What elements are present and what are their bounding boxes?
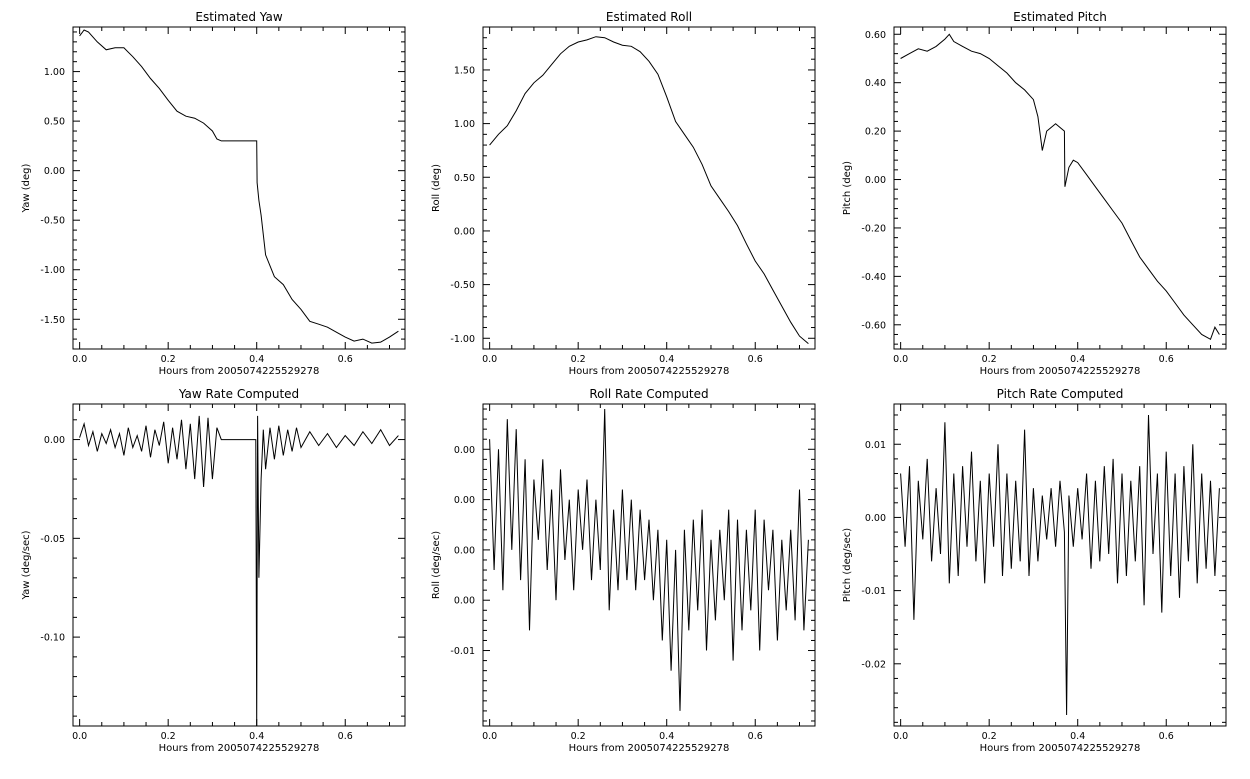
y-tick-label: 0.00 xyxy=(454,495,475,506)
y-axis-label: Yaw (deg/sec) xyxy=(21,530,32,600)
x-tick-label: 0.6 xyxy=(338,731,353,742)
series-line xyxy=(79,415,399,727)
x-tick-label: 0.6 xyxy=(1159,354,1174,365)
y-tick-label: 0.00 xyxy=(454,545,475,556)
y-tick-label: 0.00 xyxy=(44,166,65,177)
y-tick-label: -0.60 xyxy=(861,320,886,331)
plot-frame xyxy=(482,403,816,727)
chart-3: Yaw Rate Computed 0.0 0.2 0.4 0.6 0.00 -0.05 -0… xyxy=(21,387,406,754)
x-tick-label: 0.6 xyxy=(748,354,763,365)
y-tick-label: -0.10 xyxy=(40,633,65,644)
x-tick-label: 0.4 xyxy=(659,354,674,365)
series-line xyxy=(79,29,399,344)
y-axis-label: Pitch (deg) xyxy=(842,161,853,215)
chart-title: Estimated Yaw xyxy=(195,10,282,24)
y-axis-label: Yaw (deg) xyxy=(21,163,32,213)
y-tick-label: 1.00 xyxy=(44,67,65,78)
y-tick-label: -0.50 xyxy=(40,216,65,227)
y-tick-label: -1.50 xyxy=(40,315,65,326)
y-tick-label: -1.00 xyxy=(40,265,65,276)
x-tick-label: 0.6 xyxy=(1159,731,1174,742)
x-tick-label: 0.0 xyxy=(72,354,87,365)
chart-title: Pitch Rate Computed xyxy=(997,387,1124,401)
x-tick-label: 0.2 xyxy=(982,354,997,365)
y-tick-label: -1.00 xyxy=(450,334,475,345)
series-line xyxy=(489,408,809,711)
x-axis-label: Hours from 2005074225529278 xyxy=(159,366,320,377)
x-tick-label: 0.4 xyxy=(1070,731,1085,742)
y-tick-label: 0.00 xyxy=(865,175,886,186)
y-tick-label: 0.50 xyxy=(44,117,65,128)
series-line xyxy=(900,33,1220,341)
y-tick-label: 0.00 xyxy=(44,435,65,446)
y-tick-label: -0.20 xyxy=(861,223,886,234)
y-tick-label: -0.05 xyxy=(40,534,65,545)
x-tick-label: 0.2 xyxy=(982,731,997,742)
y-tick-label: 0.20 xyxy=(865,127,886,138)
x-tick-label: 0.2 xyxy=(161,731,176,742)
plot-frame xyxy=(893,403,1227,727)
y-axis-label: Roll (deg/sec) xyxy=(431,531,442,599)
y-tick-label: 1.50 xyxy=(454,65,475,76)
x-tick-label: 0.6 xyxy=(748,731,763,742)
x-tick-label: 0.2 xyxy=(571,354,586,365)
x-axis-label: Hours from 2005074225529278 xyxy=(569,366,730,377)
y-tick-label: 0.00 xyxy=(865,513,886,524)
y-tick-label: -0.40 xyxy=(861,272,886,283)
chart-0: Estimated Yaw 0.0 0.2 0.4 0.6 1.00 0.50 0.00 -0.… xyxy=(21,10,406,377)
y-tick-label: -0.01 xyxy=(861,586,886,597)
plot-frame xyxy=(482,26,816,350)
series-line xyxy=(900,414,1220,716)
x-tick-label: 0.4 xyxy=(249,731,264,742)
chart-2: Estimated Pitch 0.0 0.2 0.4 0.6 0.60 0.40 0.20 0… xyxy=(842,10,1227,377)
y-tick-label: 0.00 xyxy=(454,445,475,456)
chart-title: Yaw Rate Computed xyxy=(178,387,299,401)
x-tick-label: 0.4 xyxy=(659,731,674,742)
y-tick-label: 0.01 xyxy=(865,440,886,451)
chart-1: Estimated Roll 0.0 0.2 0.4 0.6 1.50 1.00 0.50 0.… xyxy=(431,10,816,377)
x-tick-label: 0.2 xyxy=(161,354,176,365)
y-tick-label: 1.00 xyxy=(454,119,475,130)
chart-title: Estimated Pitch xyxy=(1013,10,1107,24)
x-axis-label: Hours from 2005074225529278 xyxy=(980,743,1141,754)
y-tick-label: -0.02 xyxy=(861,659,886,670)
x-tick-label: 0.0 xyxy=(482,354,497,365)
y-axis-label: Pitch (deg/sec) xyxy=(842,528,853,603)
y-tick-label: 0.00 xyxy=(454,596,475,607)
chart-4: Roll Rate Computed 0.0 0.2 0.4 0.6 0.00 0.00 0.… xyxy=(431,387,816,754)
chart-5: Pitch Rate Computed 0.0 0.2 0.4 0.6 0.01 0.00 -… xyxy=(842,387,1227,754)
chart-title: Estimated Roll xyxy=(606,10,692,24)
x-axis-label: Hours from 2005074225529278 xyxy=(980,366,1141,377)
x-tick-label: 0.4 xyxy=(1070,354,1085,365)
x-tick-label: 0.0 xyxy=(482,731,497,742)
x-tick-label: 0.4 xyxy=(249,354,264,365)
y-tick-label: 0.00 xyxy=(454,226,475,237)
x-tick-label: 0.2 xyxy=(571,731,586,742)
series-line xyxy=(489,36,809,344)
x-tick-label: 0.0 xyxy=(72,731,87,742)
y-tick-label: -0.50 xyxy=(450,280,475,291)
x-axis-label: Hours from 2005074225529278 xyxy=(159,743,320,754)
y-tick-label: -0.01 xyxy=(450,646,475,657)
x-axis-label: Hours from 2005074225529278 xyxy=(569,743,730,754)
plot-frame xyxy=(893,26,1227,350)
y-tick-label: 0.50 xyxy=(454,173,475,184)
y-tick-label: 0.40 xyxy=(865,78,886,89)
x-tick-label: 0.0 xyxy=(893,354,908,365)
plot-frame xyxy=(72,26,406,350)
x-tick-label: 0.0 xyxy=(893,731,908,742)
plot-frame xyxy=(72,403,406,727)
y-tick-label: 0.60 xyxy=(865,30,886,41)
x-tick-label: 0.6 xyxy=(338,354,353,365)
y-axis-label: Roll (deg) xyxy=(431,164,442,212)
chart-title: Roll Rate Computed xyxy=(589,387,708,401)
